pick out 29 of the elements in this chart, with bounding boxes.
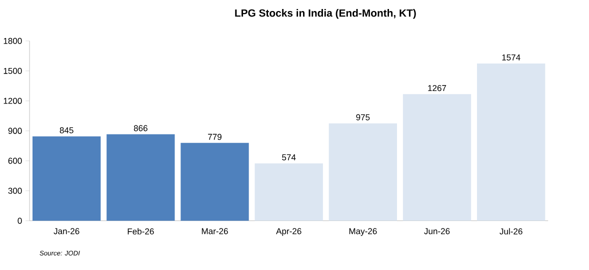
data-label: 975 [356,114,370,120]
data-label: 779 [208,134,222,140]
x-tick-label: Jun-26 [424,228,450,234]
bar [402,94,472,221]
bar [477,63,546,221]
x-tick-label: Feb-26 [128,228,154,234]
bar [180,142,249,221]
data-label: 845 [60,127,74,134]
data-label: 866 [134,125,148,132]
bar [254,163,323,221]
data-label: 1574 [502,54,520,60]
y-tick-label: 1800 [4,38,22,44]
x-tick-label: Mar-26 [202,228,228,234]
x-tick-label: Apr-26 [276,228,302,236]
x-tick-label: Jul-26 [500,228,522,234]
chart-title: LPG Stocks in India (End-Month, KT) [235,8,416,19]
y-tick-label: 0 [18,218,22,224]
bar [328,123,398,221]
bar [106,134,175,221]
y-tick-label: 900 [8,128,22,134]
bar [32,136,101,221]
data-label: 574 [282,154,296,160]
y-tick-label: 300 [8,188,22,194]
x-tick-label: May-26 [349,228,377,236]
data-label: 1267 [428,84,446,92]
y-tick-label: 1500 [4,68,22,74]
x-tick-label: Jan-26 [54,228,80,234]
y-tick-label: 600 [8,158,22,164]
y-tick-label: 1200 [4,98,22,104]
